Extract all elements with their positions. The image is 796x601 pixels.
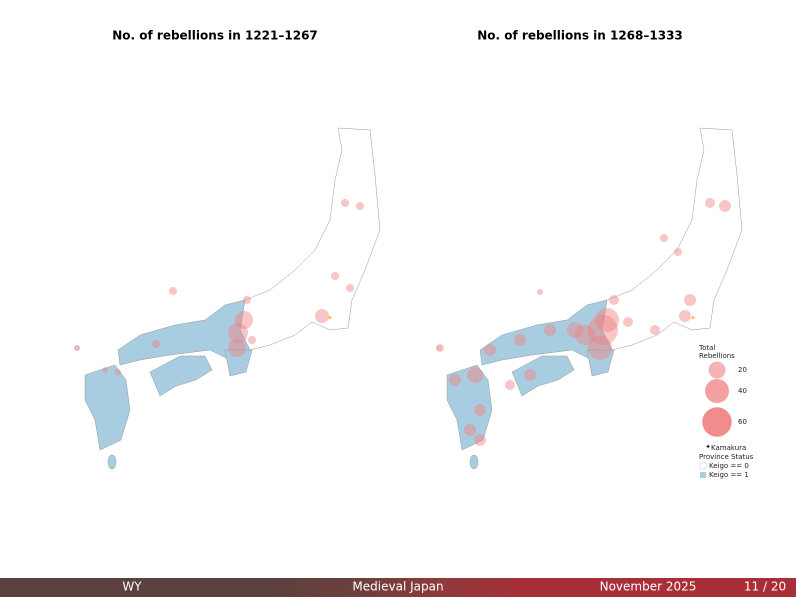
legend-swatch — [699, 462, 707, 470]
legend-title: Province Status — [699, 453, 754, 461]
map-left: ✦ — [74, 127, 381, 470]
legend-label: 20 — [738, 366, 747, 374]
legend-label: Keigo == 1 — [709, 471, 749, 479]
footer-page: 11 / 20 — [744, 580, 786, 594]
legend-bubble — [702, 407, 732, 437]
legend-label: Kamakura — [711, 444, 746, 452]
svg-text:✦: ✦ — [327, 314, 334, 323]
map-title: No. of rebellions in 1268–1333 — [477, 29, 683, 43]
footer-bar — [531, 578, 796, 597]
legend-title: Total — [698, 344, 715, 352]
footer-title: Medieval Japan — [352, 580, 443, 594]
footer-bar — [265, 578, 531, 597]
footer-bar — [0, 578, 265, 597]
map-title: No. of rebellions in 1221–1267 — [112, 29, 318, 43]
legend-title: Rebellions — [699, 352, 735, 360]
kamakura-icon: ✦ — [705, 443, 711, 451]
legend-bubble — [704, 378, 730, 404]
footer-date: November 2025 — [600, 580, 697, 594]
rebellion-bubbles: ✦ — [436, 198, 731, 446]
legend-label: 60 — [738, 418, 747, 426]
legend-bubble — [708, 361, 726, 379]
legend-swatch — [700, 472, 706, 478]
legend: Total Rebellions ✦ Kamakura Province Sta… — [698, 344, 754, 479]
legend-label: 40 — [738, 387, 747, 395]
footer-author: WY — [122, 580, 142, 594]
rebellion-bubbles: ✦ — [74, 199, 364, 375]
svg-text:✦: ✦ — [690, 314, 697, 323]
footer: WY Medieval Japan November 2025 11 / 20 — [0, 578, 796, 597]
map-right: ✦ — [436, 127, 743, 470]
legend-label: Keigo == 0 — [709, 462, 749, 470]
